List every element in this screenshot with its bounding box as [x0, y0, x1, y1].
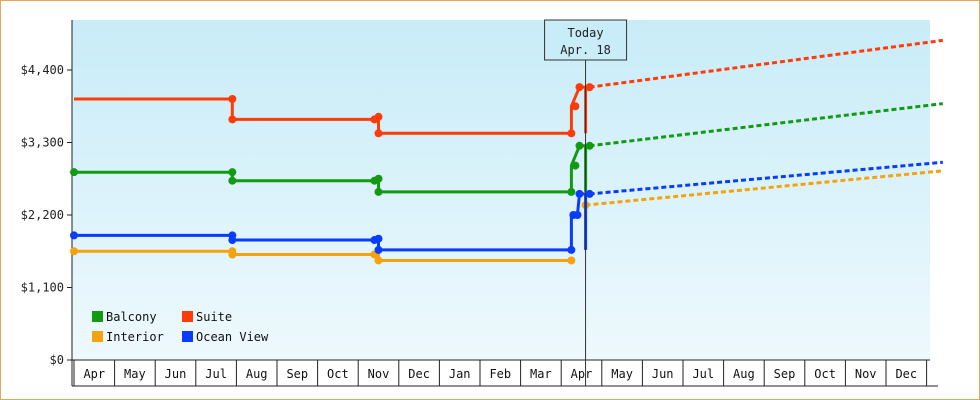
month-label: May	[611, 367, 633, 381]
legend-item-balcony: Balcony	[92, 310, 157, 324]
month-label: May	[124, 367, 146, 381]
y-tick-label: $1,100	[21, 281, 64, 295]
today-label: Today	[567, 26, 603, 40]
month-label: Nov	[368, 367, 390, 381]
month-label: Apr	[571, 367, 593, 381]
data-point	[571, 102, 580, 111]
data-point	[575, 189, 584, 198]
data-point	[70, 231, 78, 240]
data-point	[374, 112, 383, 121]
data-point	[567, 245, 576, 254]
data-point	[70, 247, 78, 256]
month-label: Oct	[814, 367, 836, 381]
data-point	[575, 141, 584, 150]
month-label: Jan	[449, 367, 471, 381]
data-point	[567, 129, 576, 138]
forecast-line	[589, 160, 943, 196]
data-point	[374, 174, 383, 183]
month-label: Jun	[652, 367, 674, 381]
data-point	[374, 245, 383, 254]
series-ocean-view	[70, 160, 943, 254]
legend: Balcony Suite Interior Ocean View	[92, 310, 269, 344]
legend-swatch	[182, 331, 193, 342]
month-label: Oct	[327, 367, 349, 381]
month-label: Jul	[692, 367, 714, 381]
data-point	[585, 83, 594, 92]
legend-swatch	[182, 311, 193, 322]
y-tick-label: $2,200	[21, 208, 64, 222]
series-group	[70, 38, 944, 265]
data-point	[585, 141, 594, 150]
month-label: Nov	[855, 367, 877, 381]
legend-item-suite: Suite	[182, 310, 232, 324]
month-label: Apr	[83, 367, 105, 381]
month-label: Sep	[286, 367, 308, 381]
data-point	[567, 187, 576, 196]
series-suite	[74, 38, 944, 138]
data-point	[374, 129, 383, 138]
legend-swatch	[92, 331, 103, 342]
legend-swatch	[92, 311, 103, 322]
legend-label: Suite	[196, 310, 232, 324]
legend-label: Balcony	[106, 310, 157, 324]
month-label: Mar	[530, 367, 552, 381]
data-point	[228, 95, 237, 103]
month-label: Jun	[165, 367, 187, 381]
data-point	[571, 161, 580, 170]
y-tick-label: $3,300	[21, 136, 64, 150]
x-axis: Apr May Jun Jul Aug Sep Oct Nov Dec Jan Feb Mar Apr M…	[72, 359, 938, 387]
data-point	[228, 176, 237, 185]
history-line	[74, 249, 572, 262]
month-label: Jul	[205, 367, 227, 381]
data-point	[228, 250, 237, 259]
forecast-line	[585, 169, 943, 207]
legend-item-interior: Interior	[92, 330, 164, 344]
data-point	[567, 256, 576, 265]
data-point	[374, 187, 383, 196]
data-point	[70, 168, 78, 177]
data-point	[228, 236, 237, 245]
series-balcony	[70, 102, 944, 196]
data-point	[228, 168, 237, 177]
month-label: Dec	[895, 367, 917, 381]
month-label: Aug	[246, 367, 268, 381]
plot-area	[72, 20, 930, 360]
data-point	[575, 83, 584, 92]
month-label: Feb	[489, 367, 511, 381]
legend-label: Ocean View	[196, 330, 269, 344]
forecast-line	[589, 102, 944, 148]
y-tick-label: $0	[50, 353, 64, 367]
data-point	[374, 234, 383, 243]
today-box	[544, 19, 628, 61]
legend-item-ocean-view: Ocean View	[182, 330, 269, 344]
month-label: Sep	[774, 367, 796, 381]
today-marker: Today Apr. 18	[544, 19, 628, 386]
month-label: Dec	[408, 367, 430, 381]
today-date: Apr. 18	[560, 43, 611, 57]
data-point	[573, 211, 582, 219]
y-axis: $0 $1,100 $2,200 $3,300 $4,400	[21, 20, 73, 386]
data-point	[585, 189, 594, 198]
y-tick-label: $4,400	[21, 63, 64, 77]
legend-label: Interior	[106, 330, 164, 344]
forecast-line	[589, 38, 944, 89]
month-label: Aug	[733, 367, 755, 381]
data-point	[374, 256, 383, 265]
data-point	[228, 115, 237, 124]
